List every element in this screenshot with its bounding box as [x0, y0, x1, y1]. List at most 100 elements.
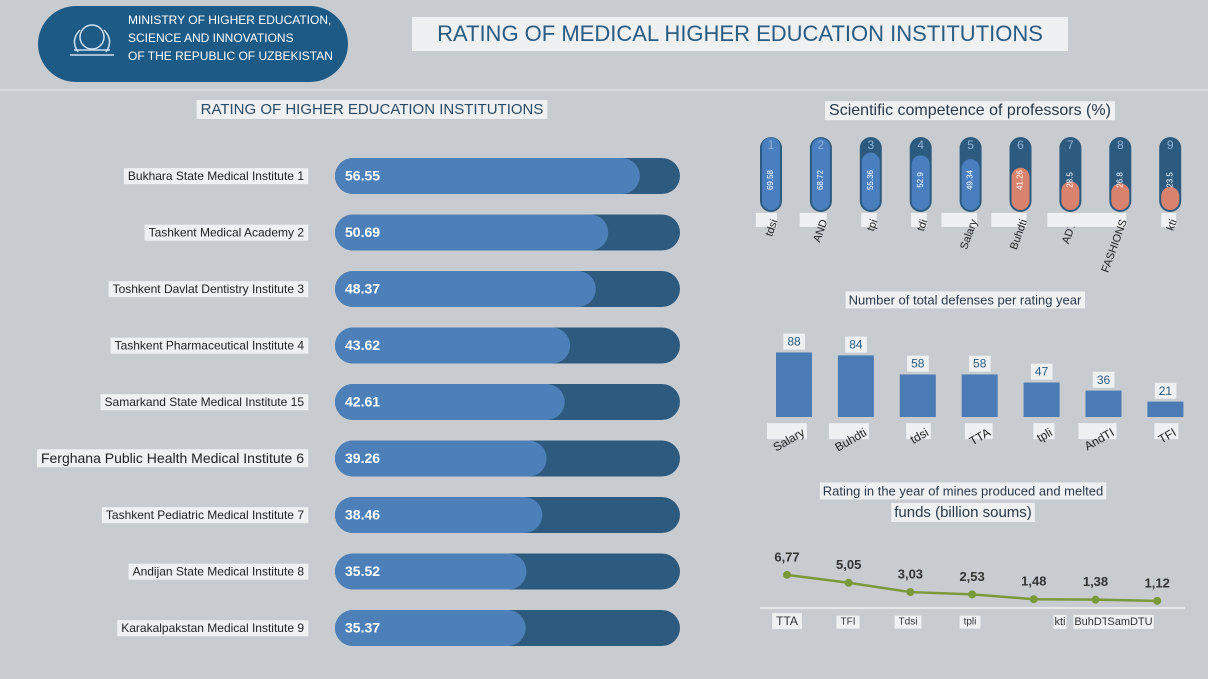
- x-tick-label: tdsi: [763, 218, 780, 238]
- bar-label: Ferghana Public Health Medical Institute…: [41, 450, 304, 466]
- value-label: 84: [849, 338, 863, 352]
- x-tick-label-box: [1078, 423, 1117, 440]
- value-label-box: [969, 355, 991, 372]
- x-tick-label: BuhDTI: [1074, 616, 1111, 628]
- bar: [335, 327, 571, 364]
- value-label: 52.9: [916, 172, 925, 188]
- chart-title-box: [845, 291, 1086, 309]
- value-label: 26.8: [1115, 172, 1124, 188]
- value-label: 36: [1097, 373, 1111, 387]
- x-tick-label-box: [828, 423, 869, 440]
- x-tick-label: kti: [1165, 218, 1180, 232]
- value-label-box: [845, 336, 867, 353]
- pill: [762, 137, 780, 210]
- x-tick-label-box: [959, 615, 981, 629]
- value-label-box: [1030, 363, 1053, 380]
- bar: [1023, 382, 1060, 417]
- logo-text: OF THE REPUBLIC OF UZBEKISTAN: [128, 49, 333, 63]
- x-tick-label: TFI: [841, 617, 856, 628]
- logo-text: SCIENCE AND INNOVATIONS: [128, 31, 294, 45]
- value-label: 49.34: [966, 169, 975, 190]
- bar-label-box: [36, 449, 309, 468]
- chart-subtitle: funds (billion soums): [894, 504, 1032, 521]
- bar: [335, 440, 547, 477]
- title-box: [412, 17, 1068, 51]
- value-label: 48.37: [345, 281, 380, 297]
- bar-label: Tashkent Pediatric Medical Institute 7: [106, 508, 304, 522]
- x-tick-label-box: [911, 212, 927, 227]
- rank-label: 6: [1017, 138, 1024, 152]
- logo-pill: [38, 6, 348, 82]
- pill: [1111, 183, 1130, 210]
- pill: [1161, 186, 1180, 210]
- page-title: RATING OF MEDICAL HIGHER EDUCATION INSTI…: [437, 21, 1043, 46]
- bar-label-box: [123, 168, 309, 185]
- rank-label: 7: [1067, 138, 1074, 152]
- value-label: 58: [973, 357, 987, 371]
- bar-label: Tashkent Pharmaceutical Institute 4: [115, 339, 305, 353]
- x-tick-label: SamDTU: [1107, 616, 1152, 628]
- value-label: 35.37: [345, 620, 380, 636]
- x-tick-label-box: [836, 615, 860, 629]
- bar: [335, 271, 596, 307]
- value-label: 47: [1035, 365, 1049, 379]
- bar: [1147, 401, 1184, 417]
- chart-subtitle-box: [891, 502, 1035, 522]
- chart-title-box: [196, 99, 548, 119]
- value-label: 68.72: [816, 169, 825, 190]
- x-tick-label-box: [1033, 423, 1055, 440]
- point: [968, 590, 977, 599]
- x-tick-label: tpi: [865, 218, 880, 233]
- value-label: 41.26: [1016, 169, 1025, 190]
- bar-label-box: [110, 337, 309, 354]
- bar-label: Karakalpakstan Medical Institute 9: [121, 621, 304, 635]
- point: [844, 578, 853, 587]
- x-tick-label-box: [894, 615, 922, 629]
- value-label: 55.36: [866, 169, 875, 190]
- value-label-box: [783, 333, 805, 350]
- x-tick-label-box: [1161, 212, 1177, 227]
- pill: [861, 152, 880, 210]
- point: [783, 570, 791, 579]
- bar-label: Tashkent Medical Academy 2: [149, 226, 305, 240]
- bar: [899, 374, 936, 417]
- pill: [961, 159, 980, 210]
- value-label: 3,03: [898, 566, 923, 581]
- value-label: 1,38: [1083, 574, 1108, 589]
- value-label: 28.5: [1066, 172, 1075, 188]
- logo-text: MINISTRY OF HIGHER EDUCATION,: [128, 13, 331, 27]
- bar: [961, 374, 998, 417]
- x-tick-label-box: [941, 212, 978, 227]
- value-label: 23.5: [1165, 172, 1174, 188]
- value-label: 38.46: [345, 507, 380, 523]
- bar-label: Andijan State Medical Institute 8: [133, 565, 305, 579]
- x-tick-label-box: [1066, 212, 1127, 227]
- bar: [335, 214, 609, 251]
- chart-title: Number of total defenses per rating year: [849, 292, 1082, 307]
- rank-label: 4: [917, 138, 924, 152]
- bar: [335, 384, 565, 420]
- x-tick-label-box: [1154, 423, 1179, 440]
- value-label: 56.55: [345, 168, 380, 184]
- bar-label: Samarkand State Medical Institute 15: [105, 395, 305, 409]
- bar-label-box: [108, 281, 309, 298]
- x-tick-label-box: [861, 212, 877, 227]
- x-tick-label-box: [766, 423, 807, 440]
- pill: [811, 138, 830, 210]
- rank-label: 9: [1167, 138, 1174, 152]
- rank-label: 8: [1117, 138, 1124, 152]
- x-tick-label: tpli: [964, 617, 977, 628]
- x-tick-label-box: [772, 613, 802, 630]
- value-label: 58: [911, 357, 925, 371]
- x-tick-label-box: [1106, 614, 1154, 629]
- chart-title-box: [819, 482, 1107, 500]
- pill: [1061, 181, 1080, 210]
- bar-label-box: [100, 394, 309, 411]
- point: [1091, 595, 1100, 604]
- x-tick-label: Tdsi: [899, 617, 918, 628]
- x-tick-label-box: [1053, 614, 1067, 629]
- value-label-box: [1154, 382, 1177, 399]
- x-tick-label-box: [755, 212, 777, 227]
